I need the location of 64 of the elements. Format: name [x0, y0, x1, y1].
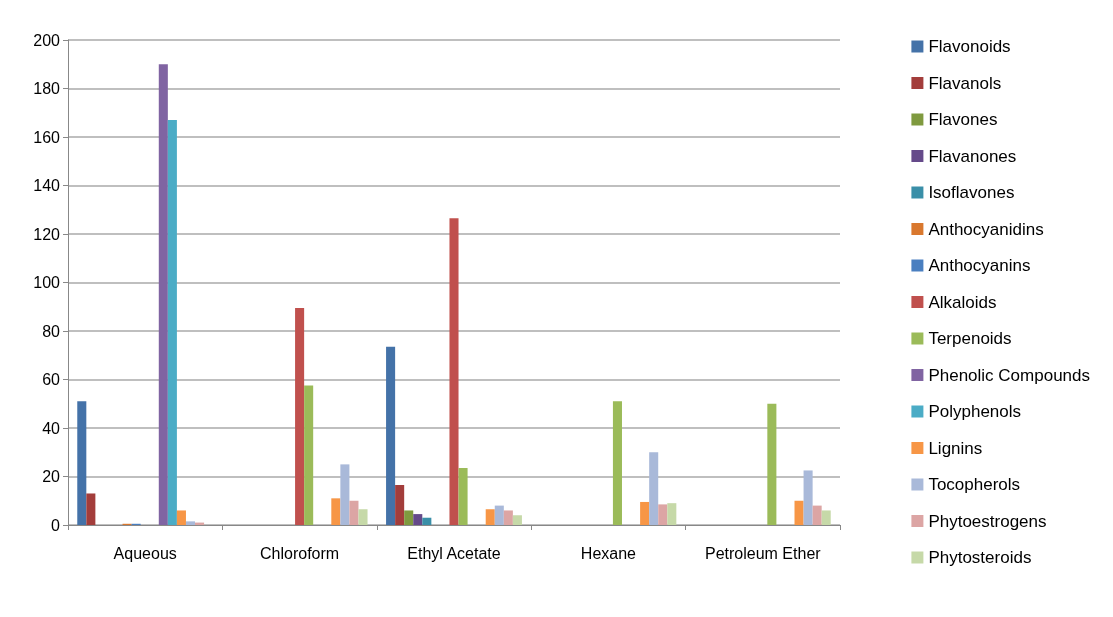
legend-label: Lignins — [928, 438, 983, 458]
legend-label: Alkaloids — [928, 292, 997, 312]
bar — [395, 484, 405, 525]
bar — [794, 500, 804, 525]
bar — [295, 307, 305, 525]
legend-label: Anthocyanins — [928, 256, 1031, 275]
y-tick-label: 160 — [33, 128, 61, 146]
bar — [176, 510, 186, 525]
legend-label: Flavones — [928, 110, 998, 129]
y-tick-label: 140 — [33, 177, 61, 194]
x-tick-label: Ethyl Acetate — [407, 544, 501, 562]
y-tick-label: 0 — [51, 516, 61, 534]
bar — [640, 501, 650, 525]
bar — [503, 510, 513, 525]
legend-label: Isoflavones — [928, 183, 1015, 202]
bar — [77, 401, 87, 525]
bar — [494, 505, 504, 525]
bar — [485, 509, 495, 525]
bar — [821, 510, 831, 525]
legend-label: Flavanols — [928, 73, 1002, 93]
legend-label: Tocopherols — [928, 475, 1021, 494]
y-tick-label: 20 — [42, 468, 61, 485]
bar — [331, 498, 341, 525]
bar — [658, 504, 668, 525]
bar — [413, 514, 423, 525]
bar — [767, 403, 777, 525]
x-tick-label: Chloroform — [260, 544, 340, 562]
legend-label: Phytosteroids — [928, 548, 1032, 567]
bar — [358, 509, 368, 525]
y-tick-label: 80 — [42, 322, 61, 340]
y-tick-label: 100 — [33, 274, 61, 291]
legend-label: Anthocyanidins — [928, 219, 1044, 239]
bar — [86, 493, 96, 525]
legend-label: Flavonoids — [928, 37, 1011, 56]
bar — [667, 503, 677, 525]
y-tick-label: 180 — [33, 80, 61, 97]
y-tick-label: 40 — [42, 419, 61, 437]
bar — [803, 470, 813, 525]
bar — [649, 452, 659, 525]
bar — [612, 401, 622, 525]
bar — [304, 385, 314, 525]
y-tick-label: 120 — [33, 225, 61, 243]
legend-label: Phytoestrogens — [928, 511, 1047, 531]
legend-label: Phenolic Compounds — [928, 365, 1091, 385]
bar — [449, 218, 459, 525]
bar — [512, 515, 522, 525]
bar — [422, 517, 432, 525]
bar — [349, 500, 359, 525]
y-tick-label: 60 — [42, 371, 61, 388]
bar — [404, 510, 414, 525]
x-tick-label: Hexane — [580, 544, 637, 562]
legend-label: Polyphenols — [928, 402, 1022, 421]
bar — [458, 468, 468, 525]
bar — [340, 464, 350, 525]
bar — [167, 120, 177, 525]
bar — [812, 505, 822, 525]
x-tick-label: Aqueous — [113, 544, 177, 562]
bar — [386, 346, 396, 525]
bar — [185, 521, 196, 525]
y-tick-label: 200 — [33, 31, 61, 49]
legend-label: Terpenoids — [928, 329, 1012, 348]
legend-label: Flavanones — [928, 146, 1017, 166]
bar — [158, 64, 168, 525]
x-tick-label: Petroleum Ether — [705, 544, 822, 562]
